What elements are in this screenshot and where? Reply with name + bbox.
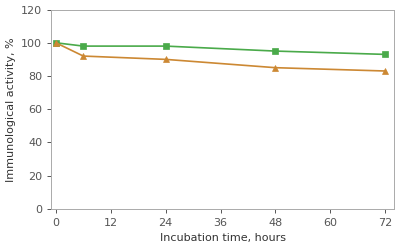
Y-axis label: Immunological activity, %: Immunological activity, %	[6, 37, 16, 182]
X-axis label: Incubation time, hours: Incubation time, hours	[160, 234, 286, 244]
